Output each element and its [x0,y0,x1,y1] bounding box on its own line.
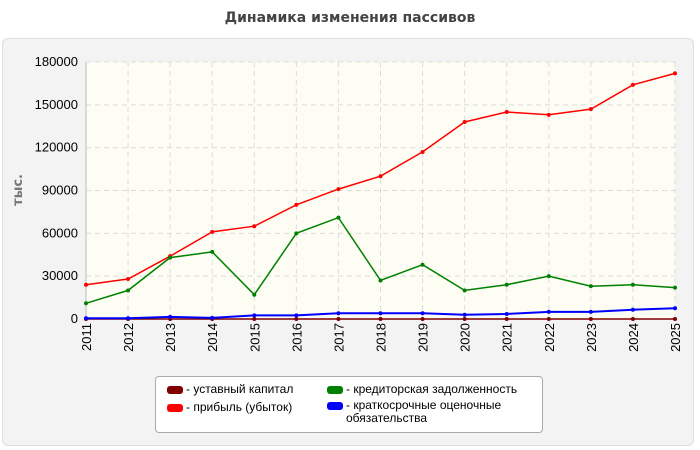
legend-label-profit: - прибыль (убыток) [186,400,293,414]
data-point-0-4[interactable] [252,316,257,321]
data-point-3-13[interactable] [630,307,635,312]
data-point-1-11[interactable] [546,112,551,117]
x-tick-label: 2025 [668,323,683,352]
data-point-3-1[interactable] [126,316,131,321]
x-tick-label: 2012 [121,323,136,352]
data-point-0-8[interactable] [420,316,425,321]
data-point-1-14[interactable] [673,71,677,76]
x-tick-label: 2016 [289,323,304,352]
legend-item-capital[interactable]: - уставный капитал [167,383,293,396]
x-tick-label: 2022 [542,323,557,352]
data-point-2-4[interactable] [252,292,257,297]
x-tick-label: 2018 [374,323,389,352]
data-point-0-6[interactable] [336,316,341,321]
y-tick-label: 120000 [35,140,78,155]
data-point-3-14[interactable] [673,306,677,311]
y-axis-label: тыс. [11,174,26,206]
legend-label-capital: - уставный капитал [186,382,294,396]
data-point-1-7[interactable] [378,174,383,179]
x-tick-label: 2017 [331,323,346,352]
legend-swatch-capital [167,386,183,394]
data-point-1-4[interactable] [252,224,257,229]
x-tick-label: 2015 [247,323,262,352]
y-tick-label: 30000 [42,268,78,283]
data-point-2-8[interactable] [420,262,425,267]
data-point-1-8[interactable] [420,149,425,154]
x-tick-label: 2014 [205,323,220,352]
data-point-3-12[interactable] [588,309,593,314]
data-point-3-3[interactable] [210,315,215,320]
data-point-3-8[interactable] [420,311,425,316]
chart-title: Динамика изменения пассивов [224,10,476,26]
legend-label-payables: - кредиторская задолженность [346,382,518,396]
data-point-2-2[interactable] [168,255,173,260]
data-point-1-13[interactable] [630,82,635,87]
data-point-0-11[interactable] [546,316,551,321]
data-point-2-3[interactable] [210,249,215,254]
data-point-0-10[interactable] [504,316,509,321]
data-point-2-13[interactable] [630,282,635,287]
x-tick-label: 2020 [458,323,473,352]
x-tick-label: 2011 [79,323,94,351]
legend-swatch-provisions [327,402,343,410]
data-point-3-11[interactable] [546,309,551,314]
y-tick-label: 150000 [35,97,78,112]
data-point-2-9[interactable] [462,288,467,293]
legend-swatch-payables [327,386,343,394]
data-point-3-0[interactable] [84,316,88,321]
data-point-1-1[interactable] [126,277,131,282]
y-tick-label: 60000 [42,225,78,240]
y-tick-label: 180000 [35,54,78,69]
x-tick-label: 2024 [626,323,641,352]
data-point-1-9[interactable] [462,119,467,124]
legend-swatch-profit [167,404,183,412]
legend-label-provisions: - краткосрочные оценочные обязательства [346,398,502,425]
data-point-2-10[interactable] [504,282,509,287]
data-point-0-9[interactable] [462,316,467,321]
data-point-1-5[interactable] [294,202,299,207]
data-point-3-9[interactable] [462,312,467,317]
data-point-3-7[interactable] [378,311,383,316]
data-point-0-13[interactable] [630,316,635,321]
data-point-0-7[interactable] [378,316,383,321]
x-tick-label: 2023 [584,323,599,352]
data-point-3-4[interactable] [252,313,257,318]
data-point-0-14[interactable] [673,316,677,321]
data-point-2-0[interactable] [84,301,88,306]
data-point-2-6[interactable] [336,215,341,220]
y-tick-label: 90000 [42,183,78,198]
data-point-1-12[interactable] [588,107,593,112]
data-point-1-3[interactable] [210,229,215,234]
data-point-2-11[interactable] [546,274,551,279]
legend: - уставный капитал - прибыль (убыток) - … [155,376,543,433]
data-point-3-10[interactable] [504,312,509,317]
legend-item-profit[interactable]: - прибыль (убыток) [167,401,292,414]
x-tick-label: 2013 [163,323,178,352]
legend-item-provisions[interactable]: - краткосрочные оценочные обязательства [327,399,532,425]
data-point-3-5[interactable] [294,313,299,318]
y-tick-label: 0 [71,311,78,326]
data-point-1-6[interactable] [336,187,341,192]
data-point-3-6[interactable] [336,311,341,316]
data-point-1-10[interactable] [504,109,509,114]
data-point-2-5[interactable] [294,231,299,236]
x-tick-label: 2019 [416,323,431,352]
data-point-0-5[interactable] [294,316,299,321]
data-point-0-12[interactable] [588,316,593,321]
data-point-2-14[interactable] [673,285,677,290]
data-point-1-0[interactable] [84,282,88,287]
data-point-2-12[interactable] [588,284,593,289]
data-point-3-2[interactable] [168,314,173,319]
data-point-2-7[interactable] [378,278,383,283]
x-tick-label: 2021 [500,323,515,352]
data-point-2-1[interactable] [126,288,131,293]
legend-item-payables[interactable]: - кредиторская задолженность [327,383,517,396]
